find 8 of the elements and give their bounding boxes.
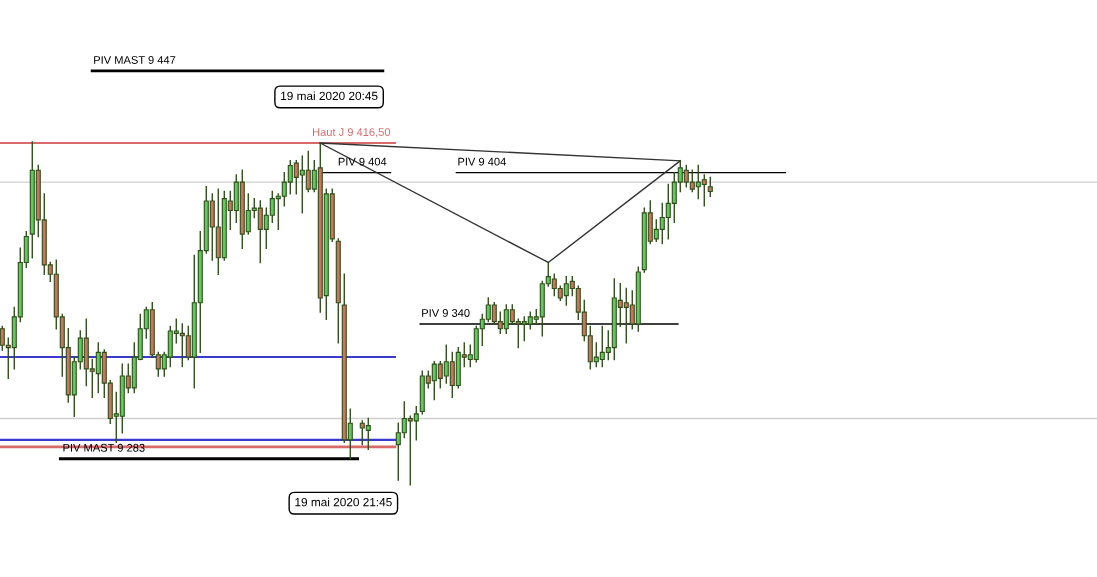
ref-line-label: PIV 9 404 bbox=[338, 157, 387, 166]
annotation: 19 mai 2020 20:45 bbox=[281, 91, 378, 101]
ref-line-label: PIV 9 340 bbox=[422, 309, 470, 317]
annotation: 19 mai 2020 21:45 bbox=[295, 497, 392, 507]
text: PIV 9 404 bbox=[458, 157, 506, 166]
ref-line-label: PIV MAST 9 283 bbox=[63, 443, 145, 452]
ref-line-label: Haut J 9 416,50 bbox=[313, 128, 391, 138]
ref-line-label: PIV MAST 9 447 bbox=[94, 56, 176, 64]
